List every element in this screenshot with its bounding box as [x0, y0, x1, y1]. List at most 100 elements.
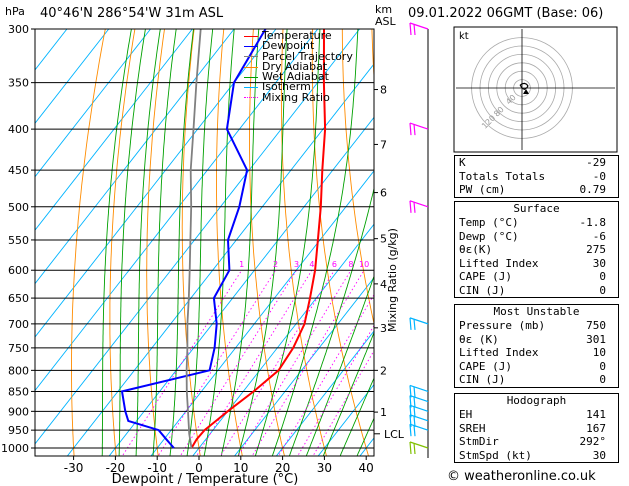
hodograph-unit-label: kt	[459, 31, 469, 42]
surface-title: Surface	[513, 202, 560, 215]
mixing-ratio-tick-label: 25	[416, 260, 426, 269]
mixing-ratio-tick-label: 2	[273, 260, 278, 269]
storm-motion-marker	[523, 89, 529, 94]
isotherm-line	[35, 29, 277, 338]
wind-barb-flag	[409, 200, 412, 213]
dry-adiabat-line	[341, 29, 374, 326]
lcl-label: LCL	[384, 428, 405, 441]
isotherm-line	[35, 29, 110, 125]
index-value: 0.79	[579, 183, 607, 196]
hodograph-title: Hodograph	[506, 394, 567, 407]
isotherm-line	[35, 29, 360, 445]
mixing-ratio-line	[277, 293, 374, 456]
wind-barb-flag	[413, 23, 416, 36]
index-row: Lifted Index 10	[455, 346, 618, 360]
temperature-tick-label: -20	[106, 461, 126, 475]
wind-barb-flag	[409, 123, 412, 136]
dry-adiabat-line	[71, 29, 106, 456]
index-label: SREH	[459, 421, 486, 435]
pressure-tick-label: 950	[8, 424, 29, 437]
index-label: Totals Totals	[459, 169, 546, 183]
index-label: Dewp (°C)	[459, 229, 519, 243]
plot-frame	[34, 28, 375, 457]
hodograph-panel: Hodograph EH 141 SREH 167 StmDir 292° StmSp…	[454, 393, 619, 463]
pressure-tick-label: 550	[8, 234, 29, 247]
wind-barb-staff	[409, 394, 429, 403]
series-line-temperature	[190, 29, 327, 449]
surface-panel: Surface Temp (°C) -1.8 Dewp (°C) -6 θε(K) 2…	[454, 201, 619, 298]
legend-item: Mixing Ratio	[244, 92, 353, 103]
mixing-ratio-line	[312, 349, 374, 456]
isotherm-line	[35, 29, 151, 178]
pressure-unit-label: hPa	[5, 5, 25, 18]
height-tick-label: 5	[380, 233, 387, 246]
index-row: Dewp (°C) -6	[455, 230, 618, 244]
legend-label: Wet Adiabat	[262, 70, 329, 84]
pressure-tick-label: 700	[8, 318, 29, 331]
mixing-ratio-line	[179, 269, 297, 456]
index-label: StmSpd (kt)	[459, 448, 532, 462]
index-row: SREH 167	[455, 422, 618, 436]
index-value: -6	[592, 229, 606, 243]
height-unit-label: km ASL	[375, 4, 396, 28]
most-unstable-panel: Most Unstable Pressure (mb) 750 θε (K) 301…	[454, 304, 619, 388]
pressure-tick-label: 400	[8, 123, 29, 136]
mixing-ratio-line	[196, 269, 313, 456]
index-label: θε(K)	[459, 243, 493, 256]
wet-adiabat-line	[186, 29, 214, 456]
legend-label: Dewpoint	[262, 39, 315, 53]
index-row: θε (K) 301	[455, 333, 618, 347]
wind-barb-staff	[409, 423, 429, 431]
isotherm-line	[233, 276, 374, 456]
temperature-tick-label: 30	[317, 461, 332, 475]
pressure-tick-label: 350	[8, 77, 29, 90]
legend-label: Parcel Trajectory	[262, 49, 353, 63]
wind-barb-flag	[413, 425, 416, 437]
index-label: PW (cm)	[459, 183, 506, 196]
index-label: StmDir	[459, 435, 499, 448]
wind-barb-flag	[413, 124, 416, 136]
height-unit-km: km	[375, 3, 393, 16]
legend-item: Dewpoint	[244, 39, 353, 53]
index-row: K -29	[455, 156, 618, 170]
temperature-tick-label: -10	[147, 461, 167, 475]
isotherm-line	[35, 29, 193, 231]
pressure-tick-label: 1000	[1, 442, 29, 455]
index-value: 0	[599, 283, 606, 297]
dry-adiabat-line	[181, 29, 201, 456]
index-row: Pressure (mb) 750	[455, 319, 618, 333]
index-label: CIN (J)	[459, 283, 506, 297]
index-label: CAPE (J)	[459, 359, 512, 373]
temperature-tick-label: 10	[233, 461, 248, 475]
wet-adiabat-line	[152, 29, 177, 456]
wind-barb-staff	[409, 317, 429, 325]
pressure-tick-label: 300	[8, 23, 29, 36]
wet-adiabat-line	[339, 377, 374, 456]
wet-adiabat-line	[169, 29, 194, 456]
wet-adiabat-line	[220, 29, 260, 456]
index-value: 301	[586, 332, 606, 346]
temperature-tick-label: 0	[195, 461, 203, 475]
wet-adiabat-line	[288, 186, 374, 456]
wind-barb-flag	[413, 406, 416, 418]
height-tick-label: 3	[380, 322, 387, 335]
wind-barb-flag	[413, 318, 416, 330]
index-row: EH 141	[455, 408, 618, 422]
mixing-ratio-tick-label: 6	[332, 260, 337, 269]
mixing-ratio-line	[251, 269, 365, 456]
series-line-parcel-trajectory	[185, 29, 202, 449]
index-label: K	[459, 156, 466, 169]
mixing-ratio-axis-title: Mixing Ratio (g/kg)	[386, 228, 399, 332]
index-label: EH	[459, 408, 473, 421]
legend-item: Dry Adiabat	[244, 61, 353, 72]
legend-item: Isotherm	[244, 81, 353, 93]
mixing-ratio-tick-label: 8	[348, 260, 353, 269]
indices-top-panel: K -29 Totals Totals -0 PW (cm) 0.79	[454, 155, 619, 198]
location-title: 40°46'N 286°54'W 31m ASL	[40, 6, 224, 21]
legend-item: Parcel Trajectory	[244, 49, 353, 63]
pressure-tick-label: 600	[8, 264, 29, 277]
dry-adiabat-line	[311, 29, 370, 456]
wet-adiabat-line	[356, 417, 374, 456]
pressure-tick-label: 750	[8, 342, 29, 355]
index-row: CIN (J) 0	[455, 284, 618, 298]
